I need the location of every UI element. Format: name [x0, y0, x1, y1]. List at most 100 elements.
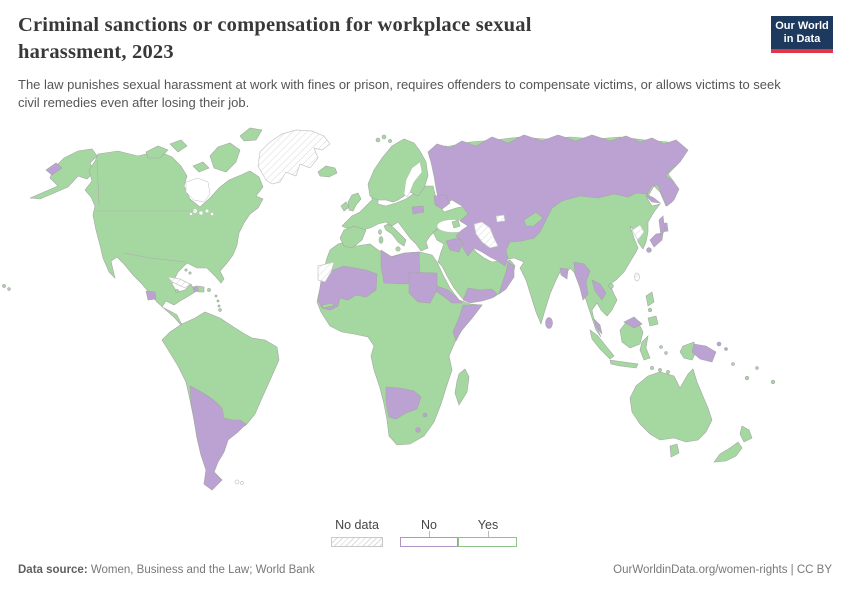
- region-iberia: [339, 225, 367, 249]
- great-lake: [189, 212, 193, 216]
- region-north-america: [84, 150, 264, 333]
- legend-label-no: No: [421, 518, 437, 532]
- legend-tick: [429, 531, 430, 537]
- region-puerto-rico: [207, 288, 211, 292]
- legend-swatch-no[interactable]: [400, 537, 458, 547]
- region-laos: [591, 279, 607, 301]
- data-source-text: Women, Business and the Law; World Bank: [87, 564, 315, 576]
- region-taiwan: [634, 272, 640, 282]
- data-source-label: Data source:: [18, 564, 88, 576]
- region-sardinia: [378, 236, 384, 244]
- region-bahamas: [188, 271, 192, 275]
- region-sakhalin: [658, 215, 666, 237]
- region-arctic-island: [192, 161, 210, 173]
- great-lake: [204, 208, 210, 214]
- region-belarus: [433, 194, 451, 210]
- region-mindanao: [647, 315, 659, 327]
- footer-separator: |: [787, 564, 797, 576]
- region-visayas: [647, 307, 653, 313]
- region-trinidad: [218, 308, 222, 312]
- sea-cutouts: [185, 161, 470, 233]
- region-papua-new-guinea: [691, 343, 717, 363]
- owid-logo-text: Our World in Data: [771, 16, 833, 49]
- region-new-britain: [724, 347, 728, 351]
- region-vanuatu: [744, 375, 750, 381]
- legend-label-no-data: No data: [335, 518, 379, 532]
- region-baffin: [209, 142, 241, 173]
- region-somalia: [452, 304, 483, 342]
- regions-yes-overlay[interactable]: [321, 211, 544, 309]
- legend-swatch-yes[interactable]: [458, 537, 517, 547]
- region-tasmania: [669, 443, 680, 458]
- region-antilles: [217, 304, 221, 308]
- region-corsica: [378, 229, 382, 235]
- great-lake: [198, 210, 204, 216]
- owid-logo-accent-bar: [771, 49, 833, 53]
- region-south-america: [161, 311, 280, 491]
- region-new-zealand-north: [739, 425, 753, 443]
- region-cuba: [167, 276, 191, 289]
- region-malaysia-borneo: [623, 316, 643, 329]
- region-svalbard: [381, 134, 387, 140]
- region-sumatra: [589, 329, 615, 360]
- region-new-zealand-south: [713, 441, 743, 463]
- regions-no[interactable]: [45, 134, 728, 491]
- region-iceland: [317, 165, 338, 178]
- region-sri-lanka: [545, 317, 553, 329]
- region-argentina-chile-uruguay: [189, 385, 247, 491]
- region-arctic-island: [169, 139, 188, 153]
- footer-license: CC BY: [796, 564, 832, 576]
- gulf-of-bothnia: [403, 161, 423, 198]
- regions-no-data[interactable]: [167, 129, 645, 485]
- region-falkland: [240, 481, 244, 485]
- region-namibia-botswana: [385, 386, 422, 420]
- region-mauritania-mali-senegal: [317, 265, 378, 311]
- region-western-sahara: [317, 261, 335, 283]
- region-haiti: [192, 285, 199, 293]
- region-north-korea: [631, 224, 645, 241]
- great-lake: [210, 212, 214, 216]
- footer: Data source: Women, Business and the Law…: [0, 562, 850, 578]
- region-solomon: [731, 362, 735, 366]
- region-luzon: [645, 291, 655, 307]
- region-gambia: [321, 302, 334, 309]
- owid-logo: Our World in Data: [771, 16, 833, 53]
- region-guatemala: [145, 290, 157, 301]
- region-great-britain: [347, 192, 362, 212]
- legend-label-yes: Yes: [477, 518, 499, 532]
- region-antilles: [216, 299, 220, 303]
- region-java: [609, 359, 639, 369]
- region-lesser-sunda: [650, 366, 654, 370]
- region-ireland: [340, 201, 350, 212]
- region-myanmar: [573, 261, 591, 301]
- region-hawaii: [7, 287, 11, 291]
- region-aral-sea: [495, 214, 506, 223]
- region-hawaii: [2, 284, 6, 288]
- region-japan-kyushu: [646, 247, 652, 253]
- region-caspian-sea: [473, 221, 499, 249]
- region-chukotka-wrap: [45, 162, 63, 176]
- region-bahamas: [184, 268, 188, 272]
- map-legend: No data No Yes: [0, 516, 850, 552]
- region-lesser-sunda: [666, 370, 670, 374]
- us-mexico-border: [123, 252, 187, 263]
- region-malaysia-peninsula: [593, 318, 603, 335]
- region-falkland: [234, 479, 240, 485]
- legend-tick: [488, 531, 489, 537]
- region-yemen: [462, 287, 498, 304]
- title-line-2: harassment, 2023: [18, 41, 174, 63]
- region-syria: [445, 237, 464, 253]
- region-madagascar: [454, 368, 470, 406]
- footer-link[interactable]: OurWorldinData.org/women-rights: [613, 564, 788, 576]
- region-pacific-island: [755, 366, 759, 370]
- region-moluccas: [659, 345, 663, 349]
- region-australia: [629, 368, 713, 443]
- region-russia-central-asia-iran: [427, 134, 689, 267]
- region-arctic-island: [145, 145, 169, 159]
- footer-right: OurWorldinData.org/women-rights | CC BY: [613, 562, 832, 578]
- legend-swatch-no-data[interactable]: [331, 537, 383, 547]
- region-new-britain: [716, 341, 722, 347]
- hudson-bay: [185, 177, 211, 203]
- region-bangladesh: [559, 267, 569, 280]
